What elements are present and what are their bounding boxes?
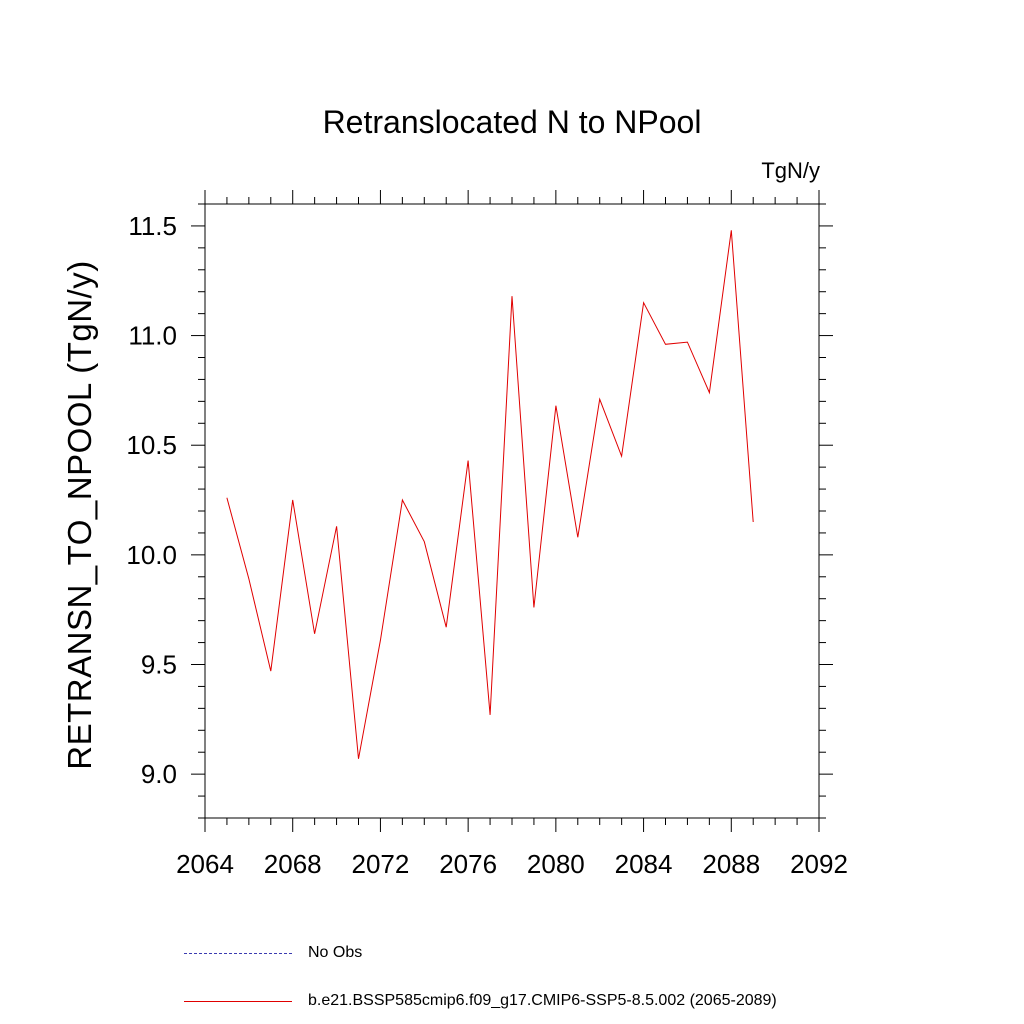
units-label: TgN/y (761, 158, 820, 183)
x-tick-label: 2092 (790, 849, 848, 879)
x-tick-label: 2076 (439, 849, 497, 879)
chart-title: Retranslocated N to NPool (322, 104, 702, 140)
y-tick-label: 10.5 (126, 430, 177, 460)
y-tick-label: 11.5 (128, 211, 177, 241)
y-tick-label: 9.0 (141, 759, 177, 789)
x-tick-label: 2084 (615, 849, 673, 879)
legend-dashed-line-swatch (184, 952, 292, 954)
x-tick-label: 2080 (527, 849, 585, 879)
legend-entry-model-run: b.e21.BSSP585cmip6.f09_g17.CMIP6-SSP5-8.… (184, 991, 777, 1011)
legend-label: No Obs (308, 944, 363, 961)
x-tick-label: 2068 (264, 849, 322, 879)
x-tick-label: 2072 (352, 849, 410, 879)
x-tick-label: 2088 (702, 849, 760, 879)
x-tick-label: 2064 (176, 849, 234, 879)
series-line (226, 230, 754, 759)
legend-entry-no-obs: No Obs (184, 943, 362, 963)
y-tick-label: 11.0 (128, 321, 177, 351)
legend-label: b.e21.BSSP585cmip6.f09_g17.CMIP6-SSP5-8.… (308, 992, 777, 1009)
y-tick-label: 9.5 (141, 650, 177, 680)
y-axis-label: RETRANSN_TO_NPOOL (TgN/y) (61, 260, 98, 770)
legend-solid-line-swatch (184, 1000, 292, 1002)
y-tick-label: 10.0 (126, 540, 177, 570)
